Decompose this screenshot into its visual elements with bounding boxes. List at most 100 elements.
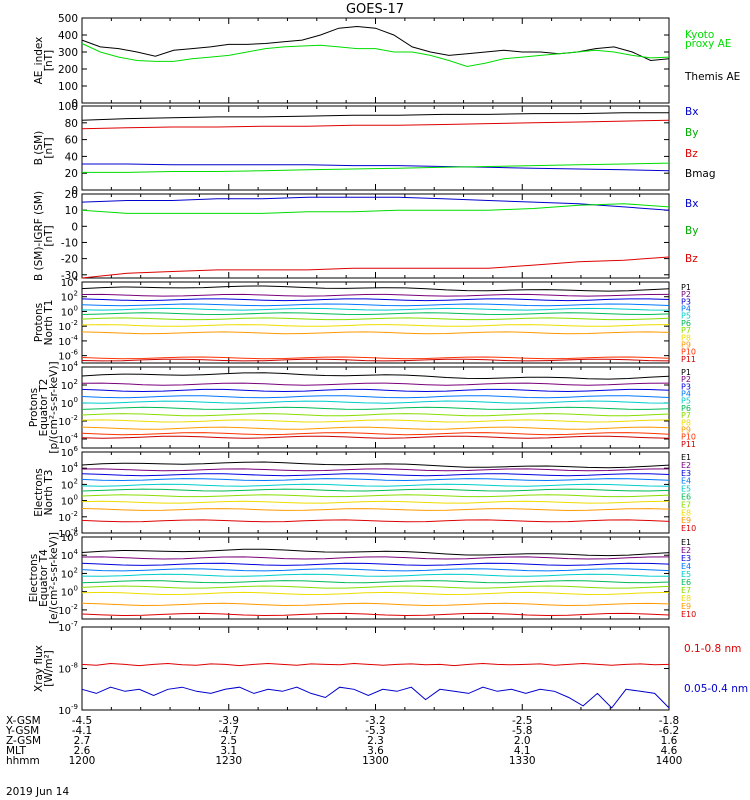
series-line-3 bbox=[81, 473, 670, 477]
y-tick-label: 20 bbox=[65, 168, 78, 180]
y-tick-label: 100 bbox=[58, 81, 78, 93]
x-axis-value: -5.3 bbox=[365, 725, 386, 737]
series-line-5 bbox=[81, 573, 670, 577]
legend-entry: P4 bbox=[681, 305, 691, 314]
series-line-8 bbox=[81, 500, 670, 504]
legend-entry: P9 bbox=[681, 340, 691, 349]
series-line-1 bbox=[81, 372, 670, 380]
series-line-3 bbox=[81, 388, 670, 393]
y-axis-label: [e/(cm²-s-sr-keV)] bbox=[48, 532, 60, 624]
y-tick-label: 200 bbox=[58, 64, 78, 76]
legend-entry: E5 bbox=[681, 485, 691, 494]
series-line-1 bbox=[81, 548, 670, 557]
legend-entry: P8 bbox=[681, 333, 691, 342]
x-axis-value: 3.1 bbox=[220, 745, 237, 757]
panel-frame bbox=[81, 626, 670, 711]
series-line-2 bbox=[81, 43, 670, 68]
y-tick-label: 10-2 bbox=[58, 414, 78, 428]
y-tick-label: 100 bbox=[58, 101, 78, 113]
y-tick-label: -10 bbox=[61, 237, 78, 249]
legend-entry: E2 bbox=[681, 461, 691, 470]
series-line-2 bbox=[81, 556, 670, 560]
series-line-10 bbox=[81, 432, 670, 436]
x-axis-value: -1.8 bbox=[659, 715, 680, 727]
series-line-3 bbox=[81, 256, 670, 279]
y-tick-label: 40 bbox=[65, 151, 78, 163]
legend-entry: P5 bbox=[681, 397, 691, 406]
y-tick-label: 100 bbox=[61, 494, 78, 508]
x-axis-value: -6.2 bbox=[659, 725, 680, 737]
x-axis-value: 3.6 bbox=[367, 745, 384, 757]
legend-entry: E2 bbox=[681, 546, 691, 555]
series-line-10 bbox=[81, 356, 670, 360]
series-line-2 bbox=[81, 686, 670, 709]
y-tick-label: 104 bbox=[61, 275, 79, 289]
series-line-11 bbox=[81, 358, 670, 362]
legend-entry: Bx bbox=[685, 198, 698, 210]
series-line-8 bbox=[81, 591, 670, 596]
legend-entry: Bx bbox=[685, 106, 698, 118]
x-axis-value: 4.1 bbox=[514, 745, 531, 757]
y-tick-label: 0 bbox=[71, 98, 78, 110]
series-line-6 bbox=[81, 580, 670, 584]
y-tick-label: 400 bbox=[58, 30, 78, 42]
x-axis-value: 2.0 bbox=[514, 735, 531, 747]
series-line-1 bbox=[81, 112, 669, 121]
series-line-3 bbox=[82, 163, 670, 172]
y-tick-label: 106 bbox=[61, 445, 79, 459]
series-line-2 bbox=[81, 203, 670, 214]
y-tick-label: 100 bbox=[61, 396, 78, 410]
series-line-9 bbox=[81, 508, 670, 512]
legend-entry: P3 bbox=[681, 382, 691, 391]
legend-entry: E6 bbox=[681, 578, 691, 587]
series-line-2 bbox=[81, 468, 670, 472]
legend-entry: By bbox=[685, 127, 698, 139]
y-tick-label: 300 bbox=[58, 47, 78, 59]
y-axis-label: B (SM)-IGRF (SM) bbox=[33, 191, 45, 281]
legend-entry: P8 bbox=[681, 418, 691, 427]
legend-entry: E3 bbox=[681, 469, 691, 478]
x-axis-value: -4.7 bbox=[219, 725, 240, 737]
y-axis-label: [nT] bbox=[43, 225, 55, 246]
series-line-10 bbox=[81, 612, 670, 617]
x-axis-value: 2.5 bbox=[220, 735, 237, 747]
series-line-1 bbox=[81, 25, 670, 62]
y-tick-label: 10 bbox=[65, 205, 78, 217]
legend-entry: E5 bbox=[681, 570, 691, 579]
x-axis-value: 4.6 bbox=[661, 745, 678, 757]
legend-entry: P2 bbox=[681, 290, 691, 299]
y-tick-label: 20 bbox=[65, 189, 78, 201]
y-tick-label: 102 bbox=[61, 477, 78, 491]
series-line-10 bbox=[81, 519, 670, 523]
x-axis-row-label: hhmm bbox=[6, 755, 40, 767]
series-line-2 bbox=[81, 119, 670, 130]
y-tick-label: 80 bbox=[65, 118, 78, 130]
series-line-4 bbox=[82, 162, 670, 173]
legend-entry: P2 bbox=[681, 375, 691, 384]
legend-entry: E1 bbox=[681, 453, 691, 462]
series-line-7 bbox=[81, 413, 670, 417]
x-axis-value: -5.8 bbox=[512, 725, 533, 737]
legend-entry: P3 bbox=[681, 297, 691, 306]
legend-entry: Bz bbox=[685, 253, 698, 265]
legend-entry: E7 bbox=[681, 586, 691, 595]
y-tick-label: 104 bbox=[61, 360, 79, 374]
series-line-1 bbox=[81, 196, 670, 211]
y-tick-label: 104 bbox=[61, 548, 79, 562]
y-axis-label: Electrons bbox=[28, 554, 40, 603]
y-axis-label: [nT] bbox=[43, 137, 55, 158]
legend-entry: P7 bbox=[681, 411, 691, 420]
panel-3: -30 -20 -10 0 10 20 B (SM)-IGRF (SM)[nT] Bx By Bz bbox=[33, 189, 698, 282]
x-axis-row-label: X-GSM bbox=[6, 715, 41, 727]
y-tick-label: 102 bbox=[61, 290, 78, 304]
series-line-1 bbox=[81, 461, 670, 469]
legend-entry: P11 bbox=[681, 355, 696, 364]
x-axis-value: -4.1 bbox=[72, 725, 93, 737]
y-tick-label: 500 bbox=[58, 13, 78, 25]
series-line-3 bbox=[81, 562, 670, 566]
